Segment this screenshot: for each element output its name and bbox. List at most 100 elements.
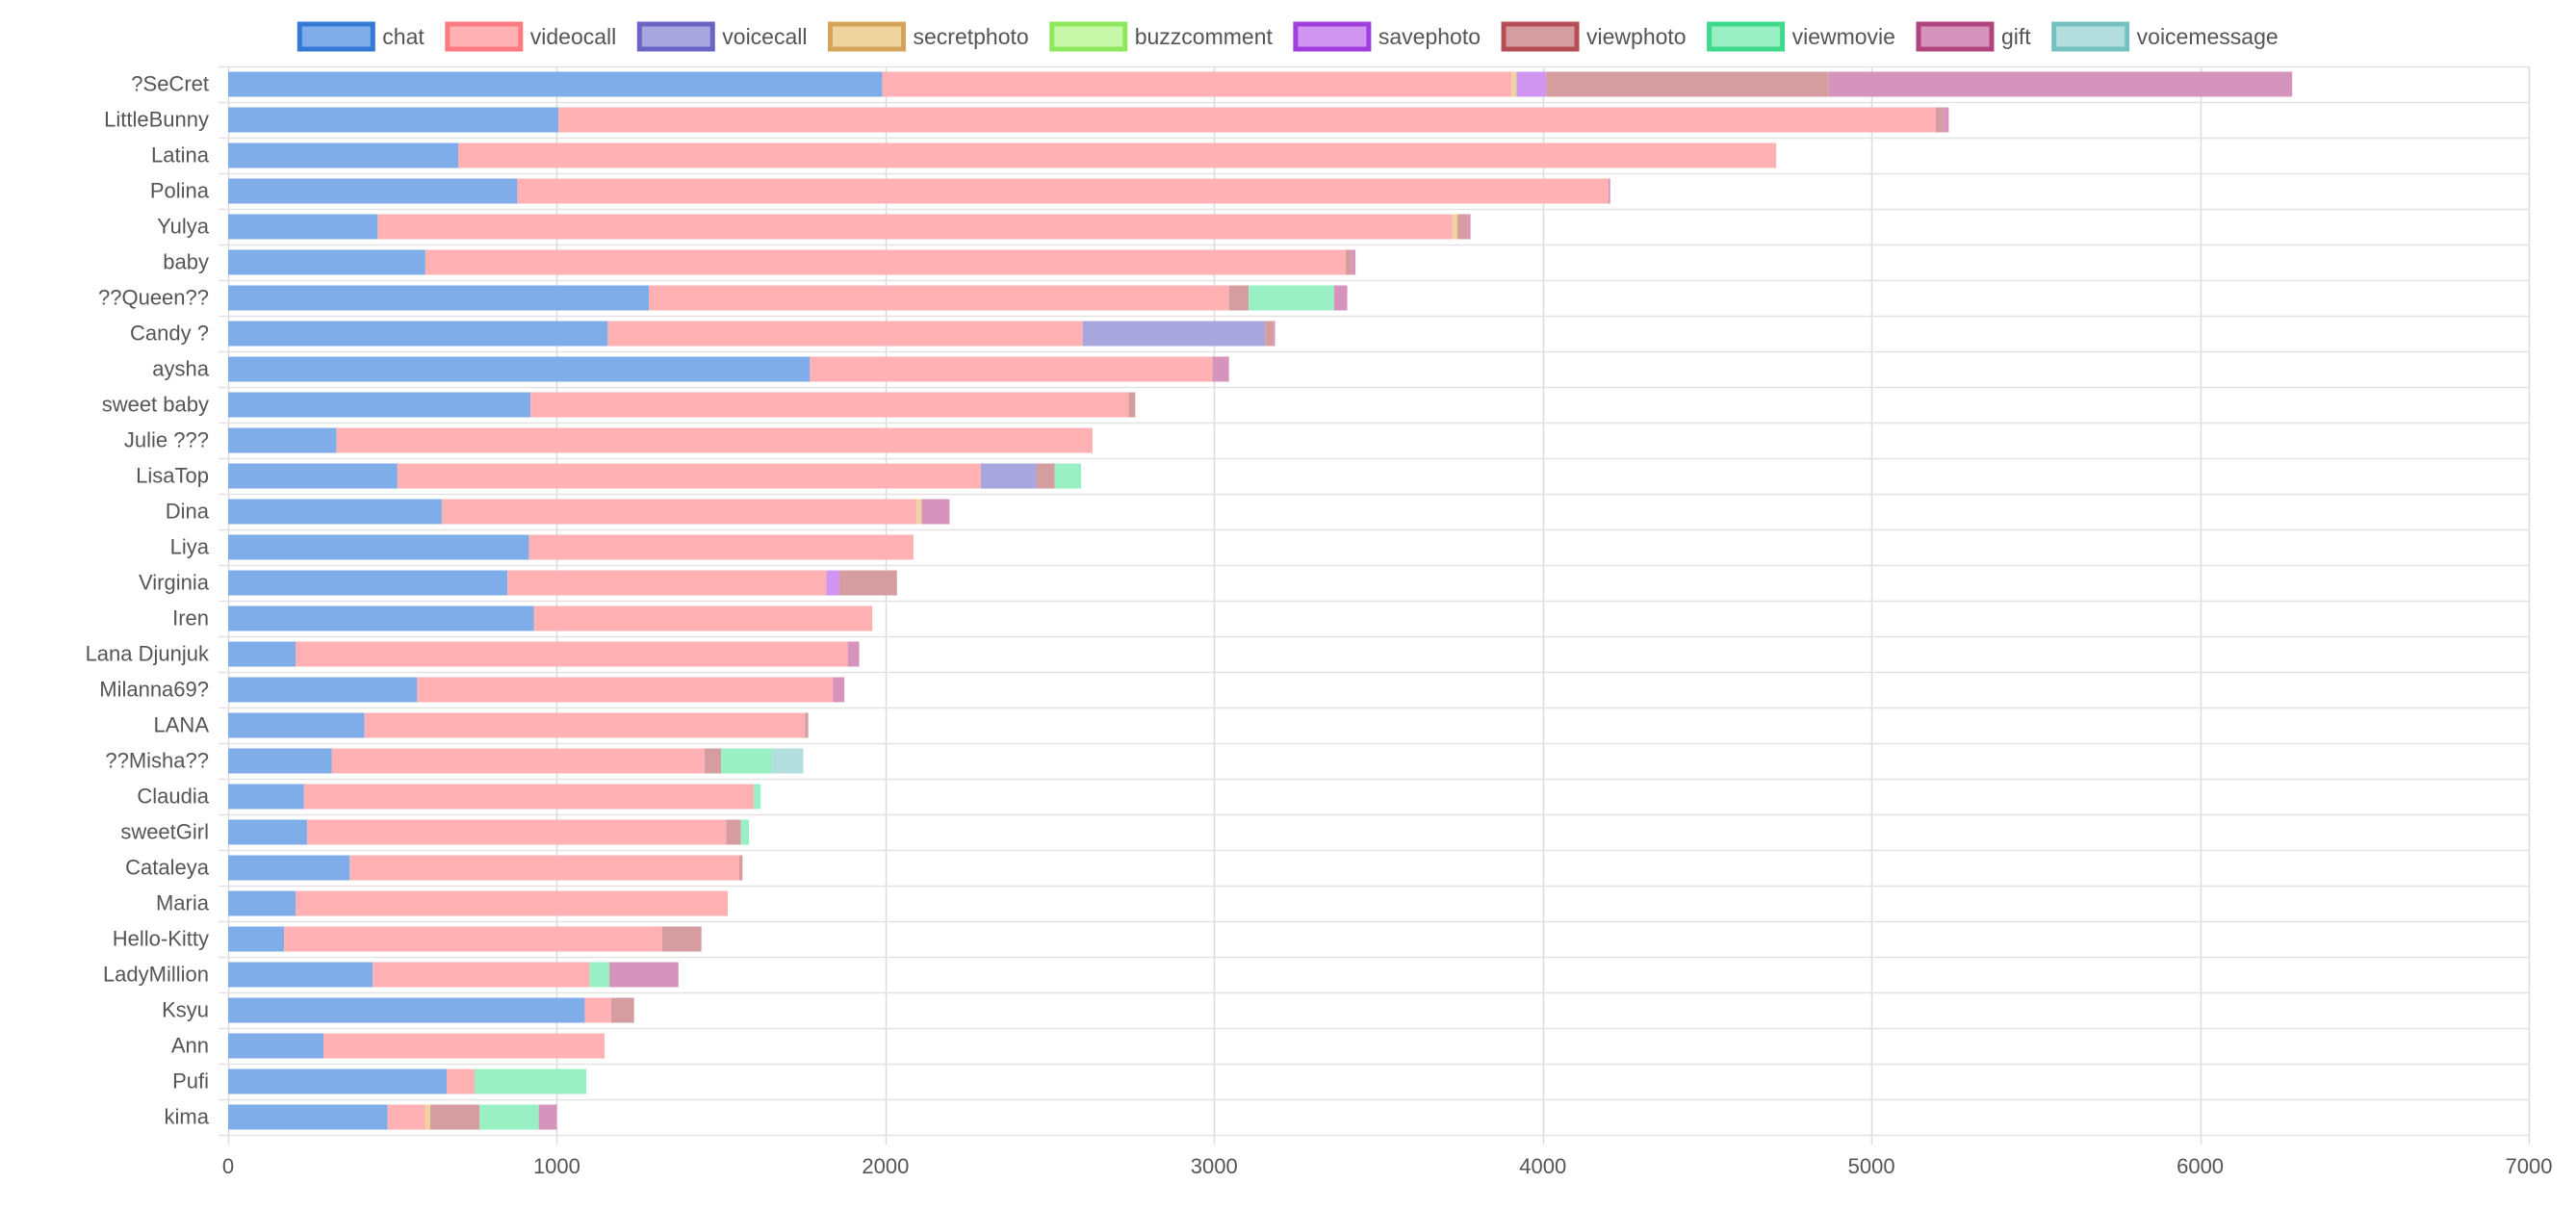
bar-segment-videocall[interactable] — [323, 1033, 605, 1059]
bar-segment-gift[interactable] — [833, 677, 845, 703]
bar-segment-viewphoto[interactable] — [1935, 107, 1945, 133]
bar-segment-gift[interactable] — [1273, 321, 1275, 347]
bar-segment-chat[interactable] — [228, 1104, 388, 1130]
bar-segment-videocall[interactable] — [364, 712, 806, 738]
bar-segment-videocall[interactable] — [441, 499, 917, 525]
bar-segment-videocall[interactable] — [447, 1068, 476, 1094]
bar-segment-chat[interactable] — [228, 71, 883, 97]
bar-segment-chat[interactable] — [228, 641, 296, 667]
bar-segment-chat[interactable] — [228, 392, 531, 418]
legend-item-voicecall[interactable]: voicecall — [636, 21, 808, 52]
bar-segment-videocall[interactable] — [377, 214, 1453, 240]
legend-item-buzzcomment[interactable]: buzzcomment — [1049, 21, 1274, 52]
legend-item-secretphoto[interactable]: secretphoto — [828, 21, 1029, 52]
bar-segment-chat[interactable] — [228, 890, 296, 916]
legend-item-gift[interactable]: gift — [1916, 21, 2031, 52]
bar-segment-chat[interactable] — [228, 784, 304, 810]
bar-segment-gift[interactable] — [1609, 178, 1610, 204]
bar-segment-videocall[interactable] — [295, 641, 848, 667]
bar-segment-viewphoto[interactable] — [1128, 392, 1136, 418]
bar-segment-chat[interactable] — [228, 748, 332, 774]
bar-segment-gift[interactable] — [1828, 71, 2293, 97]
bar-segment-chat[interactable] — [228, 997, 585, 1023]
bar-segment-videocall[interactable] — [349, 855, 739, 881]
bar-segment-videocall[interactable] — [284, 926, 662, 952]
bar-segment-videocall[interactable] — [331, 748, 706, 774]
legend-item-viewphoto[interactable]: viewphoto — [1501, 21, 1687, 52]
bar-segment-viewmovie[interactable] — [721, 748, 773, 774]
legend-item-savephoto[interactable]: savephoto — [1293, 21, 1481, 52]
bar-segment-viewphoto[interactable] — [610, 997, 634, 1023]
bar-segment-viewmovie[interactable] — [479, 1104, 539, 1130]
bar-segment-chat[interactable] — [228, 819, 307, 845]
bar-segment-gift[interactable] — [1352, 249, 1356, 275]
bar-segment-chat[interactable] — [228, 926, 285, 952]
bar-segment-gift[interactable] — [1467, 214, 1471, 240]
legend-item-voicemessage[interactable]: voicemessage — [2051, 21, 2279, 52]
bar-segment-chat[interactable] — [228, 855, 350, 881]
bar-segment-chat[interactable] — [228, 712, 365, 738]
legend-item-viewmovie[interactable]: viewmovie — [1707, 21, 1895, 52]
bar-segment-viewmovie[interactable] — [740, 819, 750, 845]
bar-segment-voicecall[interactable] — [1082, 321, 1266, 347]
bar-segment-videocall[interactable] — [425, 249, 1346, 275]
bar-segment-gift[interactable] — [1333, 285, 1348, 311]
bar-segment-viewmovie[interactable] — [589, 962, 610, 988]
bar-segment-chat[interactable] — [228, 1033, 324, 1059]
bar-segment-secretphoto[interactable] — [1511, 71, 1517, 97]
bar-segment-chat[interactable] — [228, 463, 398, 489]
bar-segment-chat[interactable] — [228, 499, 442, 525]
bar-segment-secretphoto[interactable] — [425, 1104, 430, 1130]
bar-segment-videocall[interactable] — [303, 784, 755, 810]
legend-item-videocall[interactable]: videocall — [445, 21, 617, 52]
bar-segment-viewphoto[interactable] — [805, 712, 809, 738]
bar-segment-videocall[interactable] — [417, 677, 834, 703]
bar-segment-gift[interactable] — [609, 962, 679, 988]
bar-segment-videocall[interactable] — [306, 819, 727, 845]
bar-segment-chat[interactable] — [228, 534, 529, 560]
bar-segment-viewphoto[interactable] — [1228, 285, 1249, 311]
bar-segment-viewmovie[interactable] — [1249, 285, 1334, 311]
bar-segment-voicecall[interactable] — [980, 463, 1037, 489]
bar-segment-chat[interactable] — [228, 142, 458, 168]
bar-segment-chat[interactable] — [228, 321, 608, 347]
bar-segment-chat[interactable] — [228, 962, 374, 988]
bar-segment-gift[interactable] — [921, 499, 950, 525]
bar-segment-videocall[interactable] — [458, 142, 1777, 168]
bar-segment-savephoto[interactable] — [826, 570, 840, 596]
bar-segment-chat[interactable] — [228, 107, 559, 133]
bar-segment-viewmovie[interactable] — [754, 784, 761, 810]
bar-segment-chat[interactable] — [228, 285, 650, 311]
bar-segment-videocall[interactable] — [649, 285, 1229, 311]
bar-segment-gift[interactable] — [847, 641, 860, 667]
bar-segment-viewphoto[interactable] — [1036, 463, 1055, 489]
bar-segment-videocall[interactable] — [373, 962, 590, 988]
bar-segment-gift[interactable] — [1944, 107, 1949, 133]
bar-segment-videocall[interactable] — [517, 178, 1609, 204]
bar-segment-viewphoto[interactable] — [429, 1104, 480, 1130]
bar-segment-secretphoto[interactable] — [1452, 214, 1457, 240]
bar-segment-videocall[interactable] — [295, 890, 728, 916]
bar-segment-chat[interactable] — [228, 427, 337, 453]
bar-segment-viewmovie[interactable] — [1054, 463, 1082, 489]
bar-segment-videocall[interactable] — [533, 605, 873, 631]
bar-segment-viewphoto[interactable] — [738, 855, 743, 881]
bar-segment-viewphoto[interactable] — [726, 819, 741, 845]
bar-segment-videocall[interactable] — [387, 1104, 425, 1130]
bar-segment-videocall[interactable] — [882, 71, 1512, 97]
bar-segment-videocall[interactable] — [558, 107, 1936, 133]
bar-segment-chat[interactable] — [228, 605, 534, 631]
bar-segment-videocall[interactable] — [584, 997, 611, 1023]
bar-segment-viewphoto[interactable] — [839, 570, 897, 596]
bar-segment-gift[interactable] — [538, 1104, 557, 1130]
bar-segment-videocall[interactable] — [336, 427, 1093, 453]
bar-segment-chat[interactable] — [228, 214, 378, 240]
bar-segment-viewphoto[interactable] — [1546, 71, 1829, 97]
bar-segment-voicemessage[interactable] — [772, 748, 804, 774]
bar-segment-chat[interactable] — [228, 1068, 448, 1094]
bar-segment-viewphoto[interactable] — [1345, 249, 1352, 275]
bar-segment-viewphoto[interactable] — [1265, 321, 1274, 347]
bar-segment-viewphoto[interactable] — [661, 926, 702, 952]
bar-segment-videocall[interactable] — [528, 534, 914, 560]
bar-segment-viewphoto[interactable] — [1456, 214, 1468, 240]
